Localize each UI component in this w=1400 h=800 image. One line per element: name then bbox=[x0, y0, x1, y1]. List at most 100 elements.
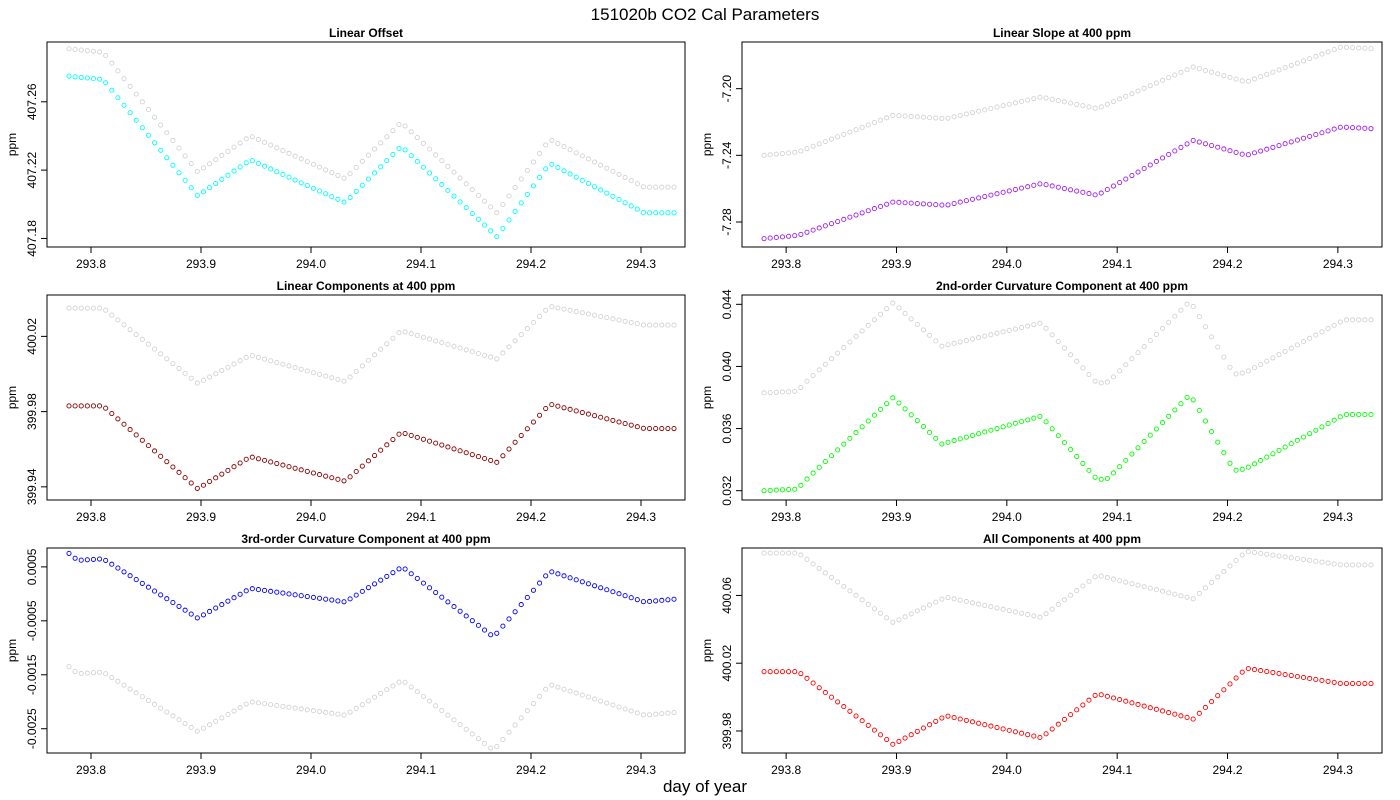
data-point bbox=[908, 200, 914, 206]
data-point bbox=[537, 412, 543, 418]
data-point bbox=[1331, 47, 1337, 53]
series-1 bbox=[66, 664, 677, 751]
data-point bbox=[219, 715, 225, 721]
data-point bbox=[1245, 78, 1251, 84]
data-point bbox=[524, 191, 530, 197]
data-point bbox=[262, 139, 268, 145]
data-point bbox=[871, 206, 877, 212]
data-point bbox=[555, 684, 561, 690]
data-point bbox=[372, 694, 378, 700]
y-tick-label: 399.94 bbox=[25, 468, 39, 505]
data-point bbox=[176, 365, 182, 372]
data-point bbox=[439, 158, 445, 164]
data-point bbox=[414, 158, 420, 165]
data-point bbox=[816, 565, 822, 571]
data-point bbox=[1012, 420, 1018, 426]
data-point bbox=[628, 178, 634, 184]
data-point bbox=[518, 432, 524, 439]
data-point bbox=[317, 595, 323, 601]
data-point bbox=[1331, 561, 1337, 567]
data-point bbox=[927, 722, 933, 728]
data-point bbox=[1025, 323, 1031, 329]
data-point bbox=[1049, 96, 1055, 102]
data-point bbox=[884, 736, 890, 743]
x-tick-label: 294.1 bbox=[406, 763, 436, 777]
data-point bbox=[365, 458, 371, 464]
data-point bbox=[1104, 187, 1110, 193]
data-point bbox=[488, 354, 494, 360]
data-point bbox=[1245, 368, 1251, 374]
panel-5: 3rd-order Curvature Component at 400 ppm… bbox=[5, 532, 686, 777]
data-point bbox=[1055, 601, 1061, 608]
data-point bbox=[145, 107, 151, 113]
data-point bbox=[628, 203, 634, 209]
data-point bbox=[927, 201, 933, 207]
data-point bbox=[841, 345, 847, 351]
data-point bbox=[103, 307, 109, 313]
data-point bbox=[1325, 326, 1331, 332]
plot-frame bbox=[46, 41, 686, 248]
data-point bbox=[1343, 317, 1349, 323]
data-point bbox=[604, 416, 610, 422]
data-point bbox=[896, 400, 902, 406]
data-point bbox=[219, 602, 225, 608]
data-point bbox=[1178, 307, 1184, 313]
data-point bbox=[1098, 692, 1104, 698]
data-point bbox=[1239, 151, 1245, 157]
data-point bbox=[97, 49, 103, 55]
data-point bbox=[798, 482, 804, 488]
data-point bbox=[475, 350, 481, 357]
y-axis-label: ppm bbox=[5, 133, 19, 156]
data-point bbox=[1325, 49, 1331, 55]
data-point bbox=[1356, 317, 1362, 323]
data-point bbox=[115, 68, 121, 74]
data-point bbox=[347, 709, 353, 715]
data-point bbox=[439, 340, 445, 346]
data-point bbox=[1300, 135, 1307, 141]
data-point bbox=[877, 610, 884, 616]
data-point bbox=[1178, 593, 1184, 599]
data-point bbox=[549, 161, 555, 167]
data-point bbox=[1282, 65, 1288, 71]
data-point bbox=[1307, 431, 1313, 437]
data-point bbox=[213, 180, 219, 187]
data-point bbox=[1000, 424, 1006, 430]
data-point bbox=[200, 165, 206, 171]
x-tick-label: 293.8 bbox=[771, 763, 801, 777]
data-point bbox=[1227, 364, 1233, 370]
data-point bbox=[543, 142, 549, 148]
data-point bbox=[1074, 358, 1080, 364]
data-point bbox=[1104, 693, 1110, 699]
data-point bbox=[957, 112, 963, 118]
data-point bbox=[97, 403, 103, 409]
data-point bbox=[1153, 331, 1159, 337]
data-point bbox=[585, 311, 591, 317]
data-point bbox=[1031, 96, 1037, 102]
x-tick-label: 294.1 bbox=[406, 510, 436, 524]
data-point bbox=[573, 309, 579, 315]
data-point bbox=[139, 437, 145, 443]
data-point bbox=[647, 425, 653, 432]
data-point bbox=[139, 125, 145, 131]
data-point bbox=[1166, 151, 1172, 157]
data-point bbox=[767, 487, 773, 493]
data-point bbox=[1325, 128, 1331, 134]
data-point bbox=[292, 705, 298, 711]
data-point bbox=[822, 223, 828, 229]
data-point bbox=[634, 597, 640, 603]
data-point bbox=[1294, 556, 1300, 562]
data-point bbox=[1227, 74, 1233, 80]
data-point bbox=[469, 618, 475, 624]
data-point bbox=[871, 606, 877, 612]
data-point bbox=[1129, 700, 1135, 706]
data-point bbox=[298, 467, 304, 473]
y-tick-label: 400.02 bbox=[25, 318, 39, 355]
data-point bbox=[1209, 429, 1215, 435]
data-point bbox=[524, 594, 530, 600]
data-point bbox=[194, 485, 200, 491]
data-point bbox=[90, 403, 96, 409]
data-point bbox=[213, 718, 219, 724]
data-point bbox=[1294, 437, 1300, 443]
y-tick-label: 0.044 bbox=[720, 289, 734, 319]
data-point bbox=[761, 669, 767, 675]
